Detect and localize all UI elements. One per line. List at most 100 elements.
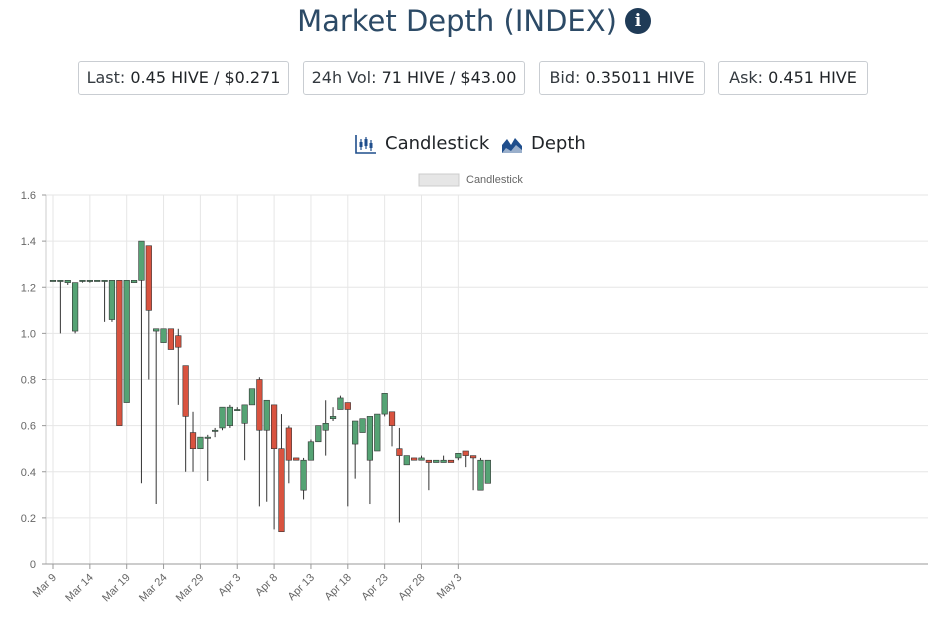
candle[interactable]	[477, 457, 484, 491]
candle[interactable]	[396, 427, 403, 523]
y-tick-label: 1.4	[21, 236, 36, 248]
candle[interactable]	[241, 404, 248, 461]
candle[interactable]	[182, 365, 189, 472]
candle-body-down	[175, 335, 182, 348]
candle[interactable]	[366, 416, 374, 505]
candle[interactable]	[322, 400, 329, 456]
candle[interactable]	[403, 455, 410, 466]
candle[interactable]	[300, 457, 307, 500]
stat-last: Last: 0.45 HIVE / $0.271	[78, 61, 289, 95]
candle[interactable]	[153, 328, 160, 505]
stat-bid-label: Bid:	[549, 68, 581, 87]
candle[interactable]	[197, 436, 204, 449]
candle[interactable]	[123, 280, 130, 403]
candle[interactable]	[329, 407, 337, 422]
candle[interactable]	[285, 425, 292, 484]
candle[interactable]	[484, 459, 491, 484]
candle-body-down	[270, 404, 278, 449]
candle-body-down	[462, 450, 469, 456]
candle[interactable]	[374, 413, 381, 452]
candle-body-up	[352, 420, 359, 445]
candle[interactable]	[344, 402, 351, 507]
candle-body-up	[219, 406, 226, 429]
candle[interactable]	[248, 388, 256, 406]
candle-body-down	[447, 459, 455, 463]
candle[interactable]	[307, 439, 315, 461]
info-icon[interactable]: i	[624, 8, 651, 34]
candle[interactable]	[86, 280, 93, 283]
candle[interactable]	[352, 420, 359, 479]
y-tick-label: 0.2	[21, 513, 36, 525]
candle[interactable]	[226, 404, 233, 428]
tab-depth[interactable]: Depth	[502, 131, 586, 157]
candle-body-up	[322, 423, 329, 431]
stat-ask-value: 0.451 HIVE	[768, 68, 857, 87]
candle[interactable]	[79, 280, 86, 283]
candle-body-down	[116, 280, 123, 426]
candle[interactable]	[212, 427, 219, 438]
candle[interactable]	[219, 406, 226, 431]
candle[interactable]	[108, 280, 116, 322]
candle[interactable]	[440, 455, 447, 463]
candle[interactable]	[167, 328, 175, 350]
candle-body-up	[79, 280, 86, 282]
candle[interactable]	[138, 240, 145, 484]
candle[interactable]	[57, 280, 64, 334]
candle-body-up	[263, 399, 270, 431]
depth-chart-icon	[502, 138, 522, 153]
candle[interactable]	[116, 280, 123, 426]
chart-legend[interactable]: Candlestick	[418, 173, 523, 187]
stat-last-label: Last:	[86, 68, 126, 87]
candle[interactable]	[359, 418, 366, 433]
candle-body-up	[307, 441, 315, 461]
candle-body-down	[167, 328, 175, 350]
legend-label: Candlestick	[466, 174, 523, 186]
candle[interactable]	[175, 328, 182, 405]
candle[interactable]	[234, 407, 241, 411]
candle-body-down	[396, 448, 403, 456]
candle[interactable]	[425, 459, 432, 491]
candle[interactable]	[94, 280, 101, 282]
candle[interactable]	[189, 411, 197, 472]
candle[interactable]	[447, 459, 455, 463]
y-tick-label: 1.0	[21, 328, 36, 340]
candle-body-up	[248, 388, 256, 406]
candle[interactable]	[337, 395, 344, 410]
stat-last-value: 0.45 HIVE / $0.271	[130, 68, 281, 87]
candle[interactable]	[462, 450, 469, 468]
candle[interactable]	[315, 425, 322, 443]
candle[interactable]	[130, 280, 138, 283]
candle[interactable]	[101, 280, 108, 322]
stat-ask: Ask: 0.451 HIVE	[718, 61, 868, 95]
candle-body-up	[153, 328, 160, 332]
candle-body-down	[469, 455, 477, 459]
candle[interactable]	[145, 245, 152, 380]
candle[interactable]	[64, 280, 71, 285]
candle[interactable]	[411, 457, 418, 461]
candle[interactable]	[418, 455, 425, 461]
x-tick-label: Mar 29	[174, 572, 207, 605]
candle-body-up	[49, 280, 57, 282]
candle[interactable]	[204, 434, 211, 481]
candle-body-up	[300, 459, 307, 491]
candle[interactable]	[263, 399, 270, 502]
candle[interactable]	[293, 457, 300, 461]
tab-candlestick[interactable]: Candlestick	[355, 131, 489, 157]
candle[interactable]	[72, 282, 79, 334]
candle[interactable]	[49, 280, 57, 282]
candle[interactable]	[433, 459, 440, 463]
candle[interactable]	[469, 455, 477, 491]
candle[interactable]	[270, 404, 278, 530]
candle-body-up	[366, 416, 374, 461]
candle[interactable]	[388, 411, 396, 447]
candle[interactable]	[381, 393, 388, 417]
x-tick-label: Apr 8	[253, 572, 280, 599]
candle[interactable]	[160, 328, 167, 343]
candle-body-up	[86, 280, 93, 282]
candle-body-up	[212, 429, 219, 432]
candle[interactable]	[278, 414, 285, 533]
x-tick-label: Apr 13	[286, 572, 317, 603]
candle[interactable]	[256, 377, 263, 507]
candle-body-down	[388, 411, 396, 426]
candle[interactable]	[455, 452, 462, 461]
